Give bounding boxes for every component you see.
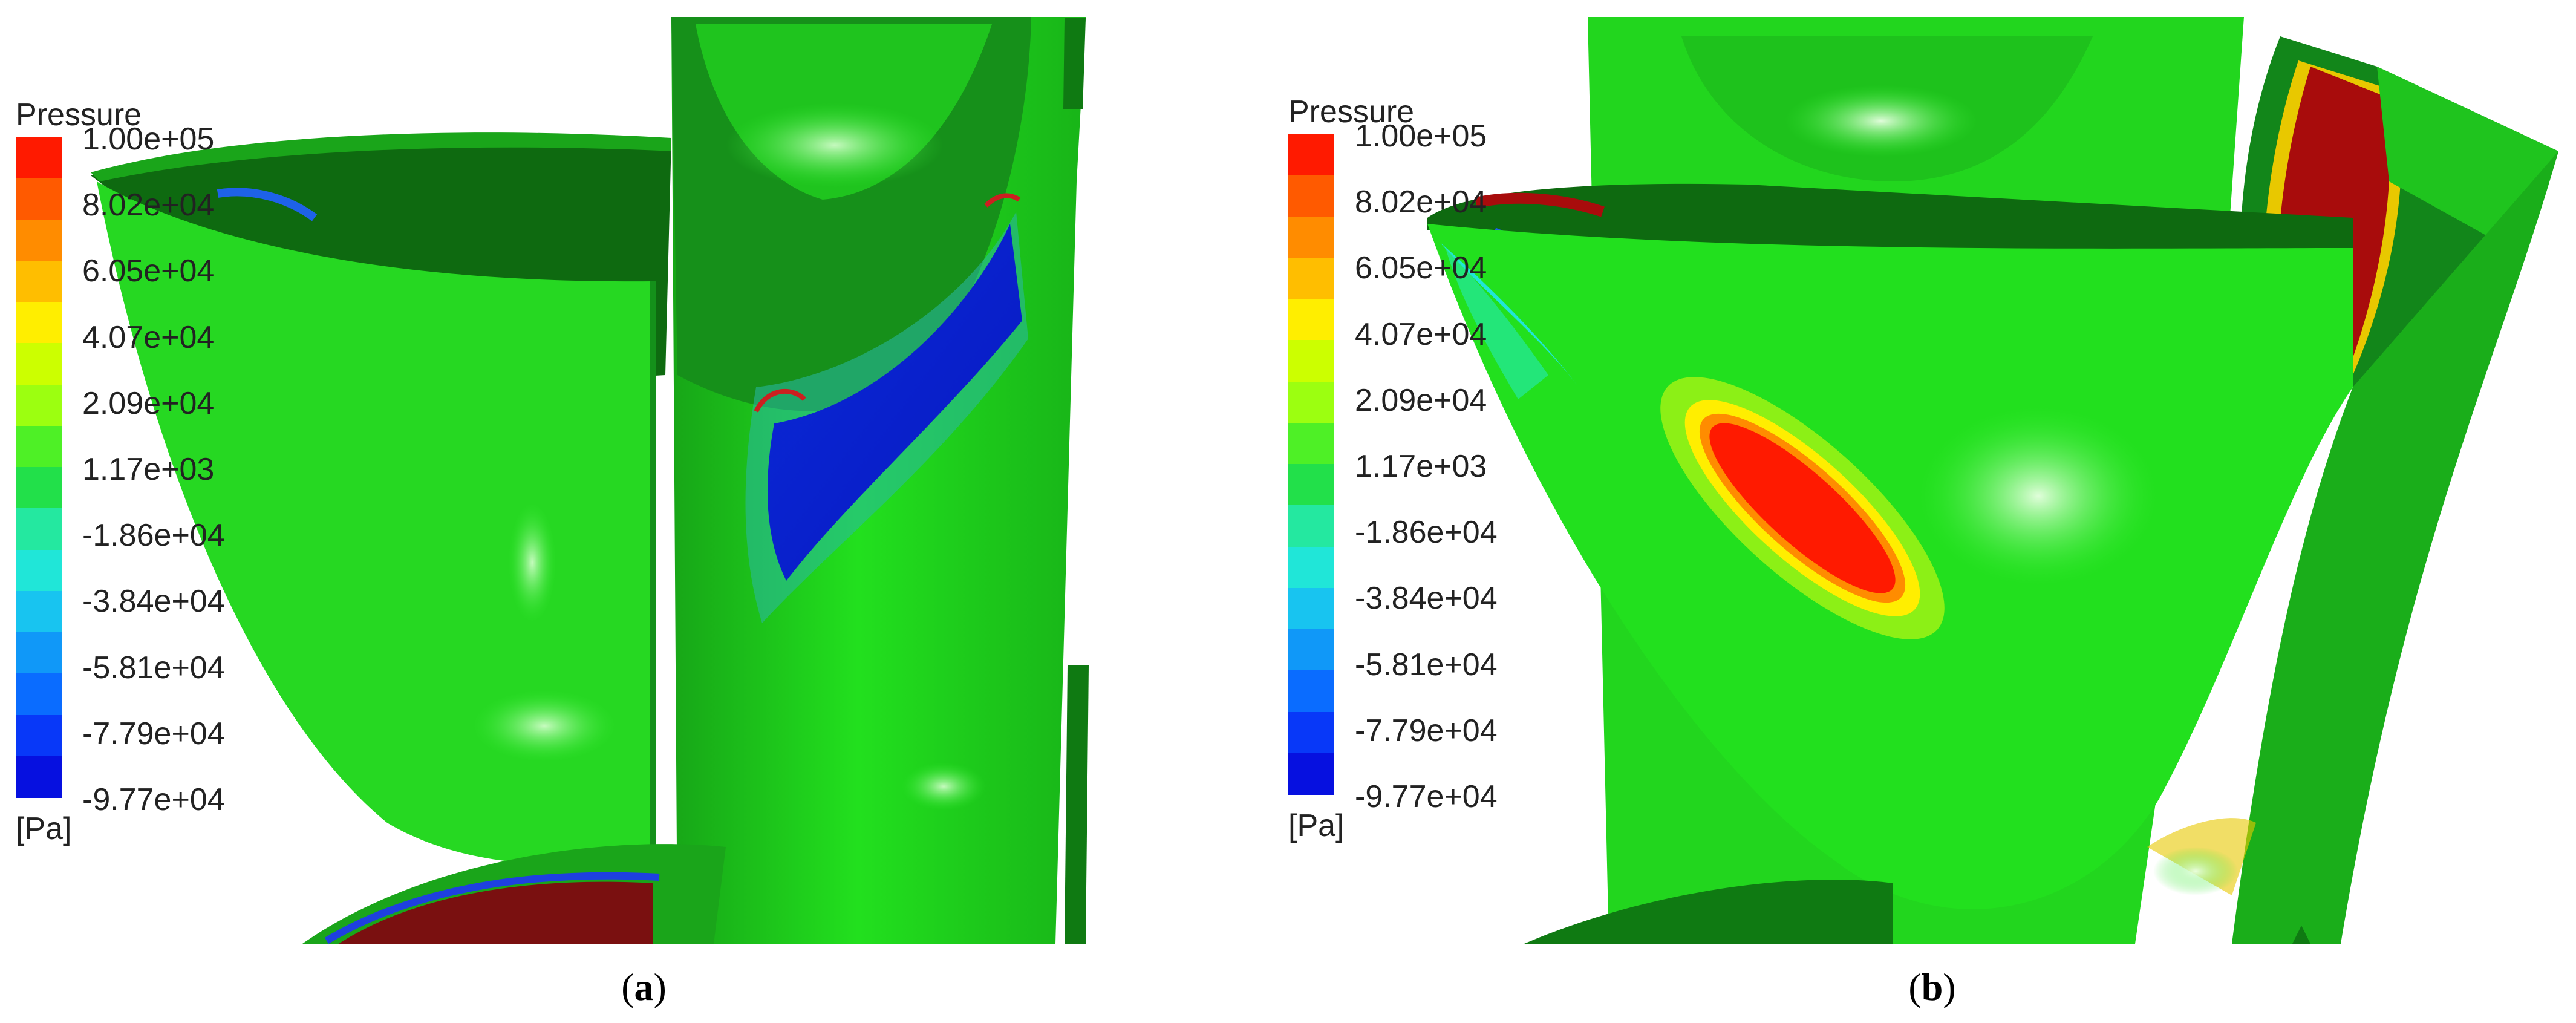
legend-tick-label: -1.86e+04 bbox=[82, 518, 225, 554]
legend-unit: [Pa] bbox=[1288, 808, 1345, 843]
legend-swatch bbox=[16, 384, 62, 427]
legend-title: Pressure bbox=[16, 97, 142, 132]
legend-colorbar bbox=[1288, 134, 1334, 795]
legend-swatch bbox=[16, 632, 62, 675]
legend-swatch bbox=[16, 508, 62, 551]
legend-swatch bbox=[16, 302, 62, 344]
legend-tick-label: 6.05e+04 bbox=[82, 253, 215, 289]
caption-letter: a bbox=[634, 966, 654, 1008]
panel-caption-a: (a) bbox=[621, 966, 667, 1008]
legend-tick-label: -5.81e+04 bbox=[82, 650, 225, 685]
legend-swatch bbox=[1288, 629, 1334, 672]
legend-tick-label: 4.07e+04 bbox=[1355, 316, 1487, 352]
legend-tick-label: -1.86e+04 bbox=[1355, 515, 1498, 551]
legend-swatch bbox=[1288, 175, 1334, 217]
legend-tick-label: 2.09e+04 bbox=[1355, 382, 1487, 418]
legend-tick-label: -7.79e+04 bbox=[82, 716, 225, 751]
legend-tick-label: 4.07e+04 bbox=[82, 319, 215, 355]
legend-swatch bbox=[16, 590, 62, 633]
legend-tick-label: -3.84e+04 bbox=[82, 584, 225, 619]
panel-caption-b: (b) bbox=[1908, 966, 1956, 1008]
legend-tick-label: -9.77e+04 bbox=[82, 782, 225, 817]
legend-swatch bbox=[1288, 257, 1334, 299]
legend-unit: [Pa] bbox=[16, 811, 72, 846]
legend-swatch bbox=[1288, 587, 1334, 630]
legend-colorbar bbox=[16, 137, 62, 798]
caption-letter: b bbox=[1921, 966, 1943, 1008]
legend-scale: 1.00e+05 8.02e+04 6.05e+04 4.07e+04 2.09e+04… bbox=[16, 123, 225, 815]
legend-swatch bbox=[1288, 134, 1334, 176]
legend-swatch bbox=[1288, 753, 1334, 795]
pressure-legend-b: Pressure 1.00e+05 8.02e+04 6.05e+04 4.07e+0… bbox=[1288, 94, 1498, 844]
legend-tick-label: 8.02e+04 bbox=[82, 188, 215, 223]
legend-swatch bbox=[16, 549, 62, 592]
legend-swatch bbox=[1288, 711, 1334, 754]
panel-a: Pressure 1.00e+05 8.02e+04 6.05e+04 4.07e+0… bbox=[16, 17, 1089, 1008]
legend-tick-label: -7.79e+04 bbox=[1355, 713, 1498, 748]
legend-swatch bbox=[16, 756, 62, 798]
legend-swatch bbox=[16, 219, 62, 261]
legend-tick-label: 8.02e+04 bbox=[1355, 185, 1487, 220]
legend-tick-label: 1.17e+03 bbox=[82, 452, 215, 487]
legend-swatch bbox=[16, 343, 62, 385]
legend-swatch bbox=[16, 714, 62, 757]
panel-b: Pressure 1.00e+05 8.02e+04 6.05e+04 4.07e+0… bbox=[1288, 0, 2576, 1023]
legend-tick-label: 1.17e+03 bbox=[1355, 449, 1487, 484]
legend-swatch bbox=[16, 260, 62, 302]
legend-swatch bbox=[16, 673, 62, 716]
legend-swatch bbox=[16, 425, 62, 468]
legend-scale: 1.00e+05 8.02e+04 6.05e+04 4.07e+04 2.09e+04… bbox=[1288, 120, 1498, 812]
legend-swatch bbox=[1288, 299, 1334, 341]
legend-tick-label: 2.09e+04 bbox=[82, 385, 215, 421]
legend-swatch bbox=[1288, 340, 1334, 382]
legend-swatch bbox=[1288, 381, 1334, 423]
pressure-legend-a: Pressure 1.00e+05 8.02e+04 6.05e+04 4.07e+0… bbox=[16, 97, 225, 847]
legend-swatch bbox=[1288, 422, 1334, 465]
legend-tick-label: 1.00e+05 bbox=[82, 122, 215, 157]
pressure-contour-render-b bbox=[1427, 17, 2558, 944]
legend-tick-label: -9.77e+04 bbox=[1355, 779, 1498, 814]
legend-tick-label: 1.00e+05 bbox=[1355, 119, 1487, 154]
legend-swatch bbox=[16, 467, 62, 509]
legend-swatch bbox=[1288, 216, 1334, 258]
legend-swatch bbox=[1288, 505, 1334, 547]
legend-title: Pressure bbox=[1288, 94, 1415, 129]
legend-swatch bbox=[16, 137, 62, 179]
legend-tick-label: 6.05e+04 bbox=[1355, 250, 1487, 286]
pressure-contour-render-a bbox=[91, 17, 1089, 944]
legend-tick-label: -5.81e+04 bbox=[1355, 647, 1498, 682]
legend-swatch bbox=[16, 178, 62, 220]
legend-swatch bbox=[1288, 464, 1334, 506]
legend-swatch bbox=[1288, 546, 1334, 589]
legend-tick-label: -3.84e+04 bbox=[1355, 581, 1498, 616]
legend-swatch bbox=[1288, 670, 1334, 713]
